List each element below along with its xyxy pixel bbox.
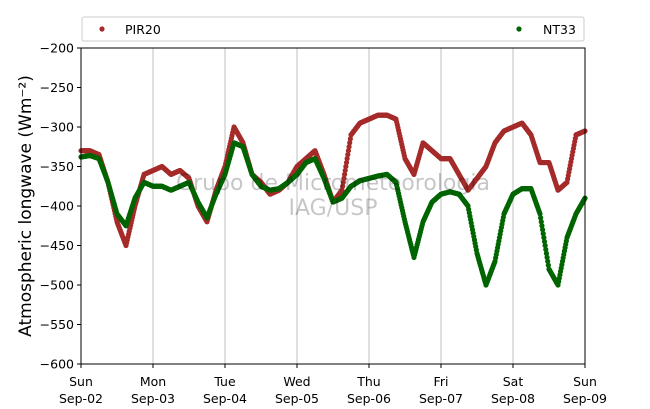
x-tick-label-date: Sep-02	[59, 391, 103, 406]
x-tick-label-day: Mon	[140, 374, 166, 389]
data-point	[345, 148, 352, 154]
watermark: Grupo de Micrometeorologia IAG/USP	[176, 171, 490, 221]
x-tick-label-day: Sun	[69, 374, 93, 389]
legend-item-nt33: NT33	[516, 22, 576, 37]
y-tick-label: −300	[40, 120, 74, 135]
y-tick-label: −450	[40, 238, 74, 253]
data-point	[540, 231, 546, 237]
data-point	[345, 152, 351, 158]
y-tick-label: −400	[40, 199, 74, 214]
y-tick-label: −250	[40, 80, 74, 95]
data-point	[341, 175, 347, 181]
data-point	[544, 254, 550, 260]
grid-layer	[152, 48, 514, 364]
data-point	[539, 223, 545, 229]
legend-label-pir20: PIR20	[125, 22, 161, 37]
x-tick-label-date: Sep-06	[347, 391, 391, 406]
x-tick-label-day: Fri	[434, 374, 449, 389]
data-point	[340, 183, 346, 189]
x-tick-label-date: Sep-08	[491, 391, 535, 406]
legend-marker-pir20	[99, 26, 105, 32]
data-point	[343, 163, 349, 170]
x-tick-label-date: Sep-05	[275, 391, 319, 406]
x-axis: Sun Sep-02 Mon Sep-03 Tue Sep-04 Wed Sep-05 Thu S…	[59, 364, 607, 406]
y-tick-label: −500	[40, 278, 74, 293]
data-point	[347, 136, 353, 142]
y-axis: −200 −250 −300 −350 −400 −450 −500 −550 −600	[40, 41, 81, 372]
x-tick-label-day: Sat	[503, 374, 524, 389]
legend: PIR20 NT33	[81, 16, 585, 42]
x-tick-label-day: Tue	[213, 374, 236, 389]
y-tick-label: −550	[40, 317, 74, 332]
data-point	[545, 258, 551, 264]
watermark-line-2: IAG/USP	[289, 196, 378, 221]
legend-box	[81, 16, 585, 42]
data-point	[342, 167, 348, 174]
legend-marker-nt33	[516, 26, 522, 32]
data-point	[541, 238, 548, 245]
y-tick-label: −600	[40, 357, 74, 372]
data-point	[341, 171, 348, 177]
data-point	[539, 227, 546, 233]
watermark-line-1: Grupo de Micrometeorologia	[176, 171, 490, 196]
data-point	[542, 242, 548, 249]
data-point	[347, 140, 353, 146]
y-tick-label: −350	[40, 159, 74, 174]
data-point	[538, 215, 544, 221]
legend-item-pir20: PIR20	[99, 22, 161, 37]
x-tick-label-date: Sep-03	[131, 391, 175, 406]
legend-label-nt33: NT33	[543, 22, 576, 37]
data-point	[343, 159, 350, 166]
data-point	[537, 211, 543, 217]
x-tick-label-day: Sun	[573, 374, 597, 389]
data-point	[538, 219, 544, 225]
data-point	[541, 235, 547, 241]
y-axis-label: Atmospheric longwave (Wm⁻²)	[16, 75, 36, 337]
data-point	[346, 144, 352, 150]
y-tick-label: −200	[40, 41, 74, 56]
x-tick-label-day: Thu	[356, 374, 380, 389]
x-tick-label-day: Wed	[283, 374, 310, 389]
x-tick-label-date: Sep-07	[419, 391, 463, 406]
data-point	[543, 250, 550, 256]
x-tick-label-date: Sep-04	[203, 391, 247, 406]
x-tick-label-date: Sep-09	[563, 391, 607, 406]
data-point	[344, 156, 350, 162]
series-nt33	[78, 140, 588, 288]
data-point	[543, 246, 549, 253]
data-point	[340, 179, 346, 185]
data-point	[545, 262, 551, 268]
data-point	[339, 187, 345, 193]
series-layer	[78, 112, 588, 288]
